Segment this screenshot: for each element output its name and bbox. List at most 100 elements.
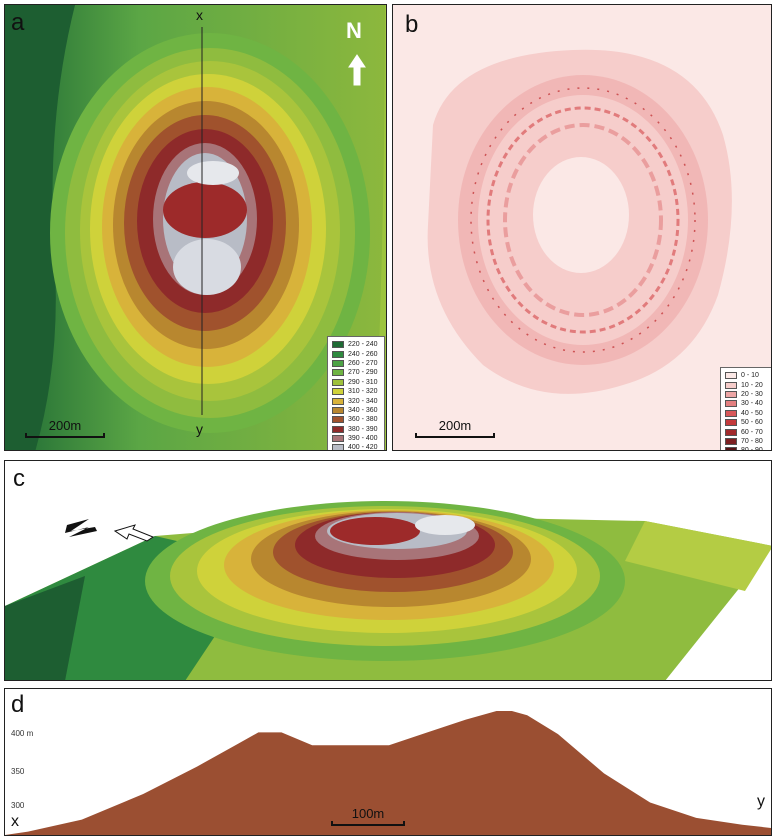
contour-rings xyxy=(50,33,370,433)
mound-rings xyxy=(145,501,625,661)
legend-entry: 340 - 360 xyxy=(332,406,380,415)
legend-swatch xyxy=(725,447,737,450)
legend-label: 20 - 30 xyxy=(741,390,763,398)
legend-swatch xyxy=(332,388,344,396)
legend-entry: 390 - 400 xyxy=(332,434,380,443)
north-label: N xyxy=(346,18,362,43)
legend-label: 40 - 50 xyxy=(741,409,763,417)
scale-bar-b: 200m xyxy=(415,419,495,438)
legend-label: 70 - 80 xyxy=(741,437,763,445)
scale-bar-d: 100m xyxy=(331,807,405,826)
north-arrow xyxy=(348,54,366,86)
legend-label: 220 - 240 xyxy=(348,341,378,349)
legend-label: 360 - 380 xyxy=(348,416,378,424)
panel-d-cross-section: d 400 m 350 300 x y 100m xyxy=(4,688,772,836)
legend-swatch xyxy=(332,341,344,349)
legend-entry: 220 - 240 xyxy=(332,340,380,349)
legend-entry: 30 - 40 xyxy=(725,399,767,408)
legend-label: 380 - 390 xyxy=(348,425,378,433)
elevation-legend: 220 - 240 240 - 260 260 - 270 270 - 290 290 … xyxy=(327,336,385,451)
section-end-label: y xyxy=(196,421,203,437)
north-arrow-3d xyxy=(65,519,155,542)
legend-label: 310 - 320 xyxy=(348,388,378,396)
profile-end-label: y xyxy=(757,793,765,810)
section-start-label: x xyxy=(196,7,203,23)
legend-swatch xyxy=(725,372,737,380)
legend-entry: 50 - 60 xyxy=(725,418,767,427)
legend-swatch xyxy=(332,350,344,358)
scale-bar-label: 100m xyxy=(351,806,385,821)
panel-label-d: d xyxy=(11,691,25,718)
legend-swatch xyxy=(725,428,737,436)
legend-label: 340 - 360 xyxy=(348,406,378,414)
legend-entry: 10 - 20 xyxy=(725,380,767,389)
legend-entry: 240 - 260 xyxy=(332,349,380,358)
legend-swatch xyxy=(332,444,344,450)
scale-bar-a: 200m xyxy=(25,419,105,438)
profile-area xyxy=(5,711,771,835)
legend-entry: 400 - 420 xyxy=(332,443,380,451)
scale-bar-line xyxy=(25,433,105,438)
legend-entry: 320 - 340 xyxy=(332,396,380,405)
legend-swatch xyxy=(725,419,737,427)
slope-legend: 0 - 10 10 - 20 20 - 30 30 - 40 40 - 50 50 - 6… xyxy=(720,367,771,451)
y-tick-300: 300 xyxy=(11,801,25,810)
legend-swatch xyxy=(332,378,344,386)
slope-map-canvas xyxy=(393,5,771,450)
legend-label: 260 - 270 xyxy=(348,359,378,367)
legend-entry: 360 - 380 xyxy=(332,415,380,424)
y-tick-400: 400 m xyxy=(11,729,34,738)
legend-label: 30 - 40 xyxy=(741,400,763,408)
legend-entry: 0 - 10 xyxy=(725,371,767,380)
panel-label-b: b xyxy=(405,11,419,38)
legend-entry: 270 - 290 xyxy=(332,368,380,377)
legend-entry: 40 - 50 xyxy=(725,409,767,418)
legend-label: 50 - 60 xyxy=(741,419,763,427)
legend-entry: 20 - 30 xyxy=(725,390,767,399)
scale-bar-line xyxy=(415,433,495,438)
legend-swatch xyxy=(332,416,344,424)
legend-swatch xyxy=(332,369,344,377)
legend-swatch xyxy=(725,400,737,408)
scale-bar-label: 200m xyxy=(438,418,472,433)
profile-start-label: x xyxy=(11,813,19,830)
panel-label-a: a xyxy=(11,9,25,36)
panel-a-elevation-map: a N x y 200m 220 - 240 240 - 260 260 - 270… xyxy=(4,4,387,451)
legend-swatch xyxy=(725,409,737,417)
panel-label-c: c xyxy=(13,465,25,492)
legend-entry: 80 - 90 xyxy=(725,446,767,451)
legend-swatch xyxy=(332,425,344,433)
legend-swatch xyxy=(725,390,737,398)
legend-label: 400 - 420 xyxy=(348,444,378,451)
panel-b-slope-map: b 200m 0 - 10 10 - 20 20 - 30 30 - 40 40 - 5… xyxy=(392,4,772,451)
legend-swatch xyxy=(332,435,344,443)
cross-section-profile xyxy=(5,711,771,835)
legend-entry: 70 - 80 xyxy=(725,437,767,446)
legend-label: 0 - 10 xyxy=(741,372,759,380)
legend-label: 60 - 70 xyxy=(741,428,763,436)
legend-swatch xyxy=(332,359,344,367)
legend-label: 10 - 20 xyxy=(741,381,763,389)
y-tick-350: 350 xyxy=(11,767,25,776)
legend-label: 320 - 340 xyxy=(348,397,378,405)
legend-label: 80 - 90 xyxy=(741,447,763,451)
legend-label: 290 - 310 xyxy=(348,378,378,386)
elevation-map-canvas xyxy=(5,5,386,450)
scale-bar-label: 200m xyxy=(48,418,82,433)
legend-entry: 260 - 270 xyxy=(332,359,380,368)
legend-entry: 310 - 320 xyxy=(332,387,380,396)
legend-swatch xyxy=(332,406,344,414)
slope-zones xyxy=(427,49,732,394)
legend-swatch xyxy=(332,397,344,405)
panel-c-3d-view: c xyxy=(4,460,772,681)
legend-entry: 380 - 390 xyxy=(332,425,380,434)
legend-entry: 60 - 70 xyxy=(725,427,767,436)
legend-swatch xyxy=(725,437,737,445)
legend-swatch xyxy=(725,381,737,389)
legend-label: 390 - 400 xyxy=(348,435,378,443)
legend-entry: 290 - 310 xyxy=(332,378,380,387)
legend-label: 240 - 260 xyxy=(348,350,378,358)
scale-bar-line xyxy=(331,821,405,826)
legend-label: 270 - 290 xyxy=(348,369,378,377)
3d-view-canvas xyxy=(5,461,771,680)
